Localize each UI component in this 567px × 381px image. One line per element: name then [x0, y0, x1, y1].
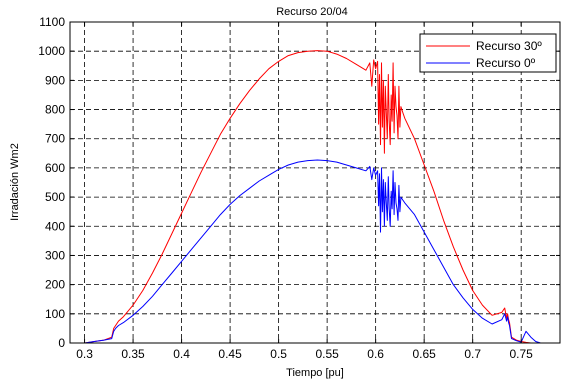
x-tick-labels: 0.3 0.35 0.4 0.45 0.5 0.55 0.6 0.65 0.7 0.75 — [76, 347, 533, 361]
plot-frame — [69, 21, 561, 344]
series-layer — [84, 50, 541, 344]
y-tick-label: 600 — [45, 161, 65, 175]
series-line-recurso-0 — [84, 159, 541, 344]
y-tick-label: 1100 — [39, 15, 65, 29]
legend: Recurso 30º Recurso 0º — [419, 33, 557, 73]
ticks — [70, 21, 560, 344]
grid — [70, 22, 560, 343]
y-tick-label: 200 — [45, 278, 65, 292]
x-tick-label: 0.75 — [510, 347, 534, 361]
legend-label-recurso-0: Recurso 0º — [476, 56, 536, 70]
y-tick-label: 700 — [45, 132, 65, 146]
y-tick-label: 800 — [45, 103, 65, 117]
x-axis-label: Tiempo [pu] — [286, 367, 344, 379]
chart-title: Recurso 20/04 — [276, 6, 348, 18]
y-tick-label: 500 — [45, 190, 65, 204]
x-tick-label: 0.7 — [464, 347, 481, 361]
x-tick-label: 0.35 — [121, 347, 145, 361]
y-tick-label: 0 — [58, 336, 65, 350]
series-line-recurso-30 — [84, 50, 541, 344]
x-tick-label: 0.6 — [367, 347, 384, 361]
y-tick-labels: 0 100 200 300 400 500 600 700 800 900 1000 1100 — [38, 15, 65, 350]
legend-label-recurso-30: Recurso 30º — [476, 39, 542, 53]
legend-box — [419, 33, 557, 73]
y-tick-label: 300 — [45, 248, 65, 262]
x-tick-label: 0.65 — [412, 347, 436, 361]
y-tick-label: 400 — [45, 219, 65, 233]
x-tick-label: 0.55 — [315, 347, 339, 361]
y-tick-label: 900 — [45, 73, 65, 87]
x-tick-label: 0.4 — [173, 347, 190, 361]
x-tick-label: 0.5 — [270, 347, 287, 361]
y-tick-label: 1000 — [38, 44, 65, 58]
y-axis-label: Irradación Wm2 — [9, 143, 21, 221]
plot-area — [70, 22, 560, 343]
x-tick-label: 0.45 — [218, 347, 242, 361]
x-tick-label: 0.3 — [76, 347, 93, 361]
y-tick-label: 100 — [45, 307, 65, 321]
